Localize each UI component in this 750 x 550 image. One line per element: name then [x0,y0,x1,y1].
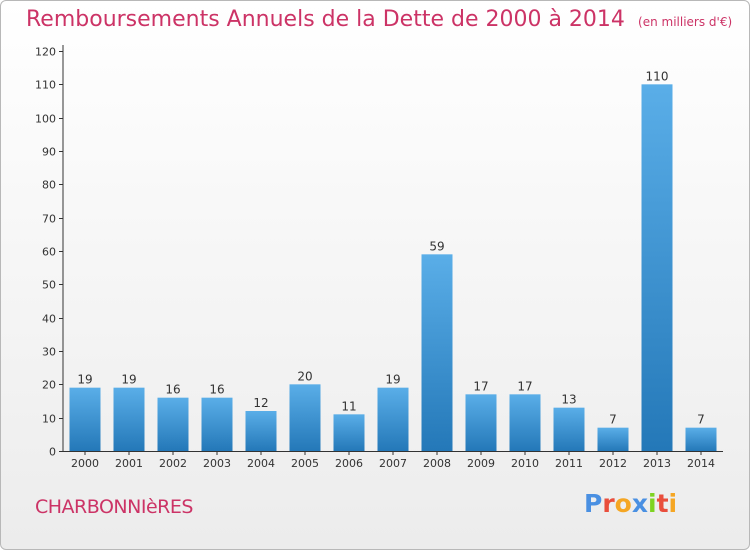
chart-title: Remboursements Annuels de la Dette de 20… [26,7,732,32]
x-tick-label: 2002 [159,457,187,470]
bar [641,84,673,451]
x-tick-label: 2007 [379,457,407,470]
x-tick-label: 2005 [291,457,319,470]
bar [69,387,101,451]
chart-title-unit: (en milliers d'€) [638,15,733,29]
y-tick-label: 110 [35,79,56,92]
x-tick-label: 2004 [247,457,275,470]
x-tick-label: 2012 [599,457,627,470]
x-tick-label: 2014 [687,457,715,470]
y-tick-label: 30 [42,346,56,359]
bar [685,427,717,451]
y-tick-label: 120 [35,46,56,59]
x-tick-label: 2010 [511,457,539,470]
bar [333,414,365,451]
x-tick-label: 2003 [203,457,231,470]
logo-letter: i [668,489,678,518]
bar [553,407,585,451]
data-label: 11 [341,399,356,413]
y-tick-label: 50 [42,279,56,292]
bar [289,384,321,451]
proxiti-logo: Proxiti [584,489,677,518]
logo-letter: r [602,489,615,518]
data-label: 17 [517,379,532,393]
bar [465,394,497,451]
logo-letter: t [656,489,669,518]
y-tick-label: 80 [42,179,56,192]
bar [597,427,629,451]
data-label: 12 [253,396,268,410]
y-tick-label: 100 [35,113,56,126]
data-label: 19 [385,373,400,387]
logo-letter: x [631,489,648,518]
y-tick-label: 70 [42,213,56,226]
y-tick-label: 20 [42,379,56,392]
x-tick-label: 2001 [115,457,143,470]
data-label: 16 [165,383,180,397]
y-tick-label: 40 [42,313,56,326]
logo-letter: i [648,489,657,518]
data-label: 17 [473,379,488,393]
data-label: 16 [209,383,224,397]
data-label: 7 [609,413,617,427]
bar [245,411,277,451]
chart-title-main: Remboursements Annuels de la Dette de 20… [26,7,625,32]
bar [113,387,145,451]
x-tick-label: 2011 [555,457,583,470]
data-label: 13 [561,393,576,407]
data-label: 19 [77,373,92,387]
x-tick-label: 2008 [423,457,451,470]
commune-name: CHARBONNIèRES [35,496,193,518]
y-tick-label: 10 [42,413,56,426]
x-tick-label: 2009 [467,457,495,470]
data-label: 110 [646,69,669,83]
bar [421,254,453,451]
logo-letter: o [614,489,632,518]
y-tick-label: 90 [42,146,56,159]
data-label: 19 [121,373,136,387]
bar [157,397,189,451]
y-tick-label: 60 [42,246,56,259]
bar [201,397,233,451]
data-label: 7 [697,413,705,427]
x-tick-label: 2006 [335,457,363,470]
data-label: 20 [297,369,312,383]
bar [377,387,409,451]
data-label: 59 [429,239,444,253]
x-tick-label: 2013 [643,457,671,470]
bar [509,394,541,451]
x-tick-label: 2000 [71,457,99,470]
y-tick-label: 0 [49,446,56,459]
logo-letter: P [584,489,603,518]
